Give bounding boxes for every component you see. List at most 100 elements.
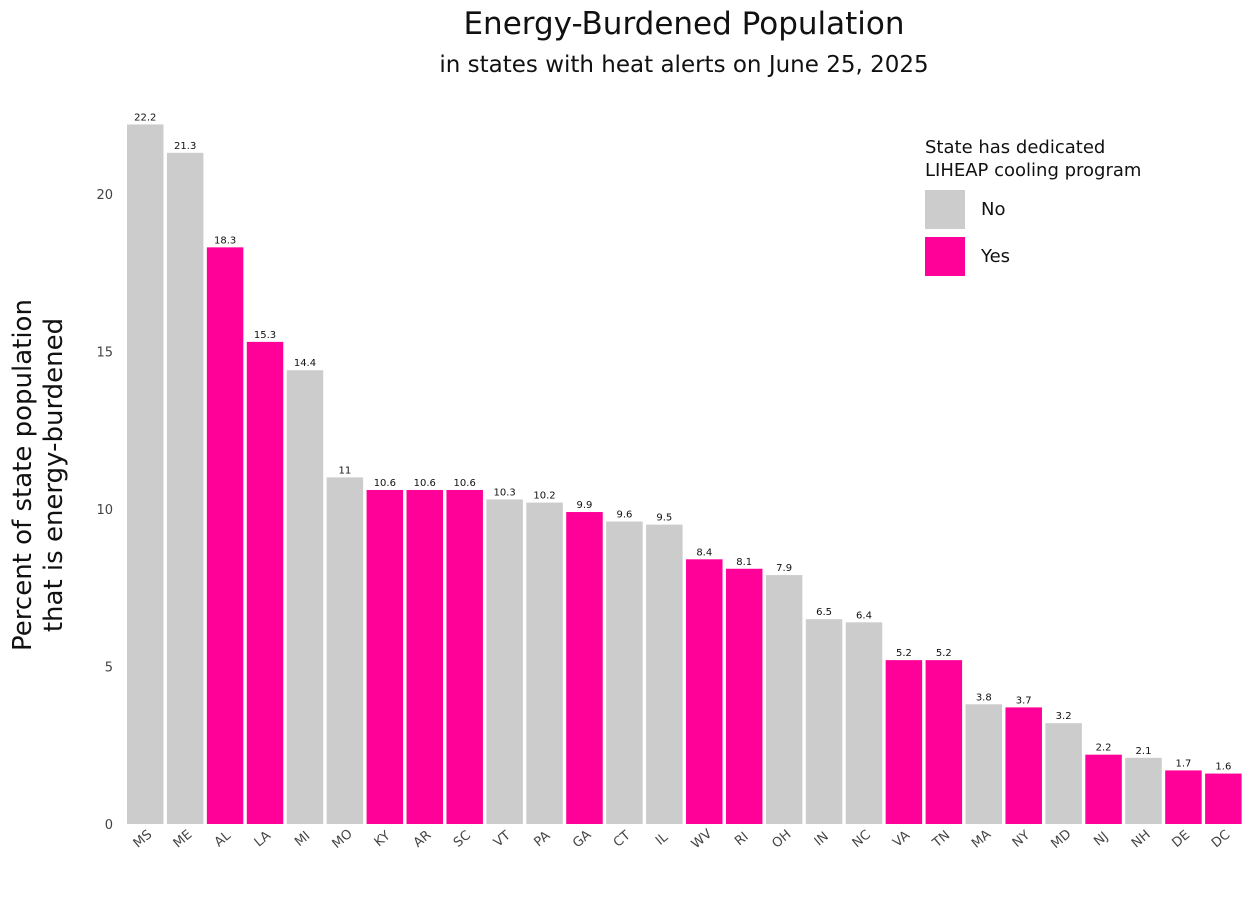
legend-swatch-no	[925, 190, 965, 229]
bar-ar	[406, 489, 444, 824]
x-tick-label-pa: PA	[531, 828, 553, 850]
value-label-md: 3.2	[1056, 711, 1072, 722]
x-tick-label-vt: VT	[491, 828, 514, 850]
value-label-ma: 3.8	[976, 692, 992, 703]
value-label-ri: 8.1	[736, 557, 752, 568]
bar-vt	[486, 499, 523, 824]
bar-md	[1045, 723, 1082, 824]
legend-label-yes: Yes	[981, 246, 1011, 267]
bar-in	[805, 619, 843, 824]
bar-va	[885, 660, 923, 824]
x-tick-label-va: VA	[890, 828, 913, 850]
bar-nh	[1125, 757, 1162, 824]
value-label-in: 6.5	[816, 607, 832, 618]
value-label-nc: 6.4	[856, 610, 872, 621]
x-tick-label-ms: MS	[131, 827, 156, 851]
value-label-me: 21.3	[174, 141, 196, 152]
x-tick-label-ar: AR	[411, 828, 434, 851]
x-tick-label-mo: MO	[330, 827, 356, 852]
value-label-ga: 9.9	[577, 500, 593, 511]
value-label-nh: 2.1	[1136, 746, 1152, 757]
value-label-sc: 10.6	[454, 478, 476, 489]
x-tick-label-il: IL	[653, 830, 672, 849]
bar-ms	[127, 124, 164, 825]
y-tick-label: 0	[105, 818, 113, 833]
value-label-oh: 7.9	[776, 563, 792, 574]
bar-al	[206, 247, 244, 824]
bar-ct	[606, 521, 643, 824]
value-label-nj: 2.2	[1096, 743, 1112, 754]
bar-tn	[925, 660, 963, 824]
bar-mi	[286, 370, 324, 824]
x-tick-label-ga: GA	[570, 827, 594, 851]
legend-entry-no: No	[925, 190, 1141, 229]
y-tick-label: 10	[96, 503, 113, 518]
bar-ga	[566, 512, 603, 824]
value-label-ms: 22.2	[134, 112, 156, 123]
bar-ky	[366, 489, 404, 824]
value-label-mi: 14.4	[294, 358, 316, 369]
x-tick-label-de: DE	[1169, 828, 1193, 851]
x-tick-label-me: ME	[171, 827, 196, 851]
bar-wv	[686, 559, 723, 824]
bar-nj	[1085, 754, 1122, 824]
legend: State has dedicated LIHEAP cooling progr…	[925, 136, 1141, 276]
bar-la	[246, 341, 284, 824]
value-label-vt: 10.3	[493, 487, 515, 498]
x-tick-label-wv: WV	[689, 827, 715, 853]
bar-il	[646, 524, 683, 824]
value-label-il: 9.5	[656, 513, 672, 524]
bar-dc	[1205, 773, 1242, 824]
value-label-va: 5.2	[896, 648, 912, 659]
value-label-ny: 3.7	[1016, 695, 1032, 706]
bar-mo	[326, 477, 364, 824]
legend-swatch-yes	[925, 237, 965, 276]
bar-nc	[845, 622, 883, 824]
value-label-dc: 1.6	[1215, 762, 1231, 773]
value-label-tn: 5.2	[936, 648, 952, 659]
value-label-ct: 9.6	[616, 509, 632, 520]
x-tick-label-la: LA	[252, 828, 274, 850]
bar-me	[166, 152, 204, 824]
y-tick-label: 20	[96, 188, 113, 203]
value-label-pa: 10.2	[533, 491, 555, 502]
bar-ma	[965, 704, 1003, 824]
value-label-mo: 11	[339, 465, 352, 476]
x-tick-label-ma: MA	[969, 827, 994, 851]
x-tick-label-al: AL	[212, 828, 235, 850]
x-tick-label-nc: NC	[850, 828, 874, 852]
bar-sc	[446, 489, 483, 824]
x-tick-label-nh: NH	[1129, 827, 1154, 851]
x-tick-label-ri: RI	[732, 829, 752, 849]
x-tick-label-oh: OH	[769, 827, 794, 851]
x-tick-label-dc: DC	[1209, 827, 1233, 851]
chart-subtitle: in states with heat alerts on June 25, 2…	[439, 52, 929, 78]
value-label-al: 18.3	[214, 235, 236, 246]
y-tick-label: 15	[96, 345, 113, 360]
value-label-de: 1.7	[1175, 758, 1191, 769]
value-label-la: 15.3	[254, 330, 276, 341]
x-tick-label-in: IN	[812, 829, 832, 849]
legend-label-no: No	[981, 199, 1006, 220]
bar-oh	[765, 575, 803, 824]
legend-title-line-2: LIHEAP cooling program	[925, 160, 1142, 181]
bar-ny	[1005, 707, 1042, 824]
x-tick-label-ct: CT	[611, 828, 634, 850]
bar-ri	[725, 568, 763, 824]
y-tick-label: 5	[105, 660, 113, 675]
x-tick-label-mi: MI	[292, 829, 313, 850]
x-tick-label-md: MD	[1048, 827, 1074, 852]
x-tick-label-nj: NJ	[1091, 829, 1111, 849]
chart-title: Energy-Burdened Population	[463, 6, 905, 42]
x-tick-label-tn: TN	[929, 828, 953, 851]
value-label-ar: 10.6	[414, 478, 436, 489]
x-tick-label-sc: SC	[451, 828, 474, 851]
value-label-wv: 8.4	[696, 547, 712, 558]
x-tick-label-ny: NY	[1010, 828, 1033, 851]
bar-pa	[526, 502, 563, 824]
x-tick-label-ky: KY	[372, 828, 394, 850]
legend-title-line-1: State has dedicated	[925, 137, 1106, 158]
legend-entry-yes: Yes	[925, 237, 1141, 276]
bar-de	[1165, 770, 1202, 824]
